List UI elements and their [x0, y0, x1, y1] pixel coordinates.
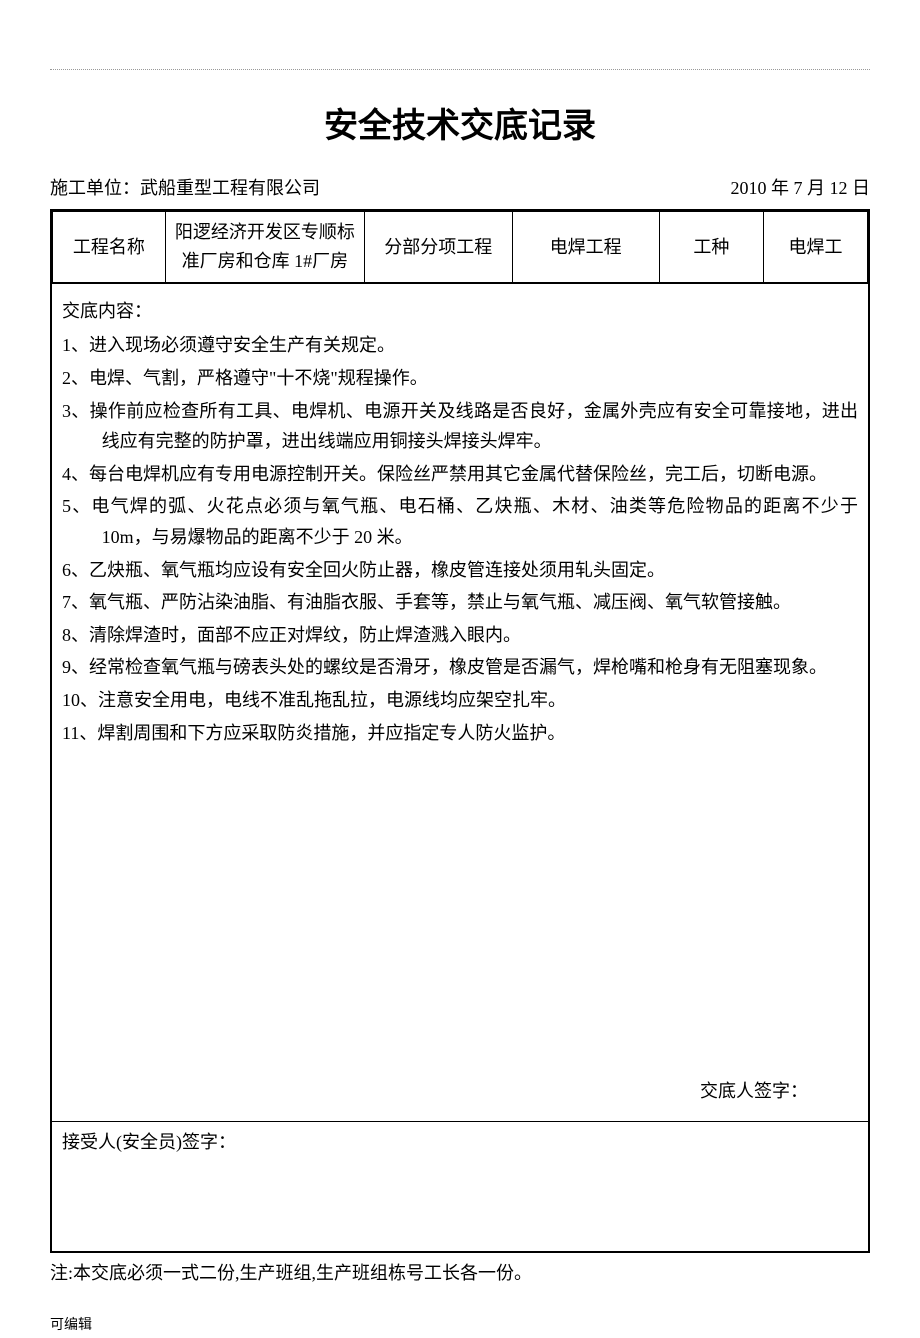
content-item: 3、操作前应检查所有工具、电焊机、电源开关及线路是否良好，金属外壳应有安全可靠接… [62, 396, 858, 457]
unit-label: 施工单位： [50, 178, 140, 198]
content-item: 2、电焊、气割，严格遵守"十不烧"规程操作。 [62, 363, 858, 394]
subproject-label: 分部分项工程 [365, 212, 512, 283]
content-list: 1、进入现场必须遵守安全生产有关规定。 2、电焊、气割，严格遵守"十不烧"规程操… [62, 330, 858, 748]
content-cell: 交底内容： 1、进入现场必须遵守安全生产有关规定。 2、电焊、气割，严格遵守"十… [52, 283, 868, 1121]
header-divider [50, 60, 870, 70]
content-header: 交底内容： [62, 296, 858, 327]
unit-value: 武船重型工程有限公司 [140, 178, 320, 198]
page-title: 安全技术交底记录 [50, 100, 870, 154]
unit-info: 施工单位：武船重型工程有限公司 [50, 174, 320, 203]
work-type-value: 电焊工 [763, 212, 867, 283]
receiver-sign-row: 接受人(安全员)签字： [52, 1121, 868, 1251]
content-item: 11、焊割周围和下方应采取防炎措施，并应指定专人防火监护。 [62, 718, 858, 749]
project-name-value: 阳逻经济开发区专顺标准厂房和仓库 1#厂房 [165, 212, 364, 283]
content-item: 4、每台电焊机应有专用电源控制开关。保险丝严禁用其它金属代替保险丝，完工后，切断… [62, 459, 858, 490]
content-item: 10、注意安全用电，电线不准乱拖乱拉，电源线均应架空扎牢。 [62, 685, 858, 716]
content-item: 7、氧气瓶、严防沾染油脂、有油脂衣服、手套等，禁止与氧气瓶、减压阀、氧气软管接触… [62, 587, 858, 618]
info-row: 工程名称 阳逻经济开发区专顺标准厂房和仓库 1#厂房 分部分项工程 电焊工程 工… [53, 212, 868, 283]
disclosure-sign-row: 交底人签字： [62, 1070, 858, 1113]
content-item: 9、经常检查氧气瓶与磅表头处的螺纹是否滑牙，橡皮管是否漏气，焊枪嘴和枪身有无阻塞… [62, 652, 858, 683]
content-item: 5、电气焊的弧、火花点必须与氧气瓶、电石桶、乙炔瓶、木材、油类等危险物品的距离不… [62, 491, 858, 552]
content-spacer [62, 750, 858, 1070]
editable-label: 可编辑 [50, 1315, 870, 1337]
content-item: 6、乙炔瓶、氧气瓶均应设有安全回火防止器，橡皮管连接处须用轧头固定。 [62, 555, 858, 586]
receiver-sign-label: 接受人(安全员)签字： [62, 1132, 236, 1152]
content-item: 1、进入现场必须遵守安全生产有关规定。 [62, 330, 858, 361]
footnote: 注:本交底必须一式二份,生产班组,生产班组栋号工长各一份。 [50, 1259, 870, 1288]
work-type-label: 工种 [659, 212, 763, 283]
subproject-value: 电焊工程 [512, 212, 659, 283]
disclosure-sign-label: 交底人签字： [700, 1081, 808, 1101]
meta-row: 施工单位：武船重型工程有限公司 2010 年 7 月 12 日 [50, 174, 870, 203]
date-value: 2010 年 7 月 12 日 [731, 174, 871, 203]
main-form: 工程名称 阳逻经济开发区专顺标准厂房和仓库 1#厂房 分部分项工程 电焊工程 工… [50, 209, 870, 1253]
info-table: 工程名称 阳逻经济开发区专顺标准厂房和仓库 1#厂房 分部分项工程 电焊工程 工… [52, 211, 868, 283]
project-name-label: 工程名称 [53, 212, 166, 283]
content-item: 8、清除焊渣时，面部不应正对焊纹，防止焊渣溅入眼内。 [62, 620, 858, 651]
